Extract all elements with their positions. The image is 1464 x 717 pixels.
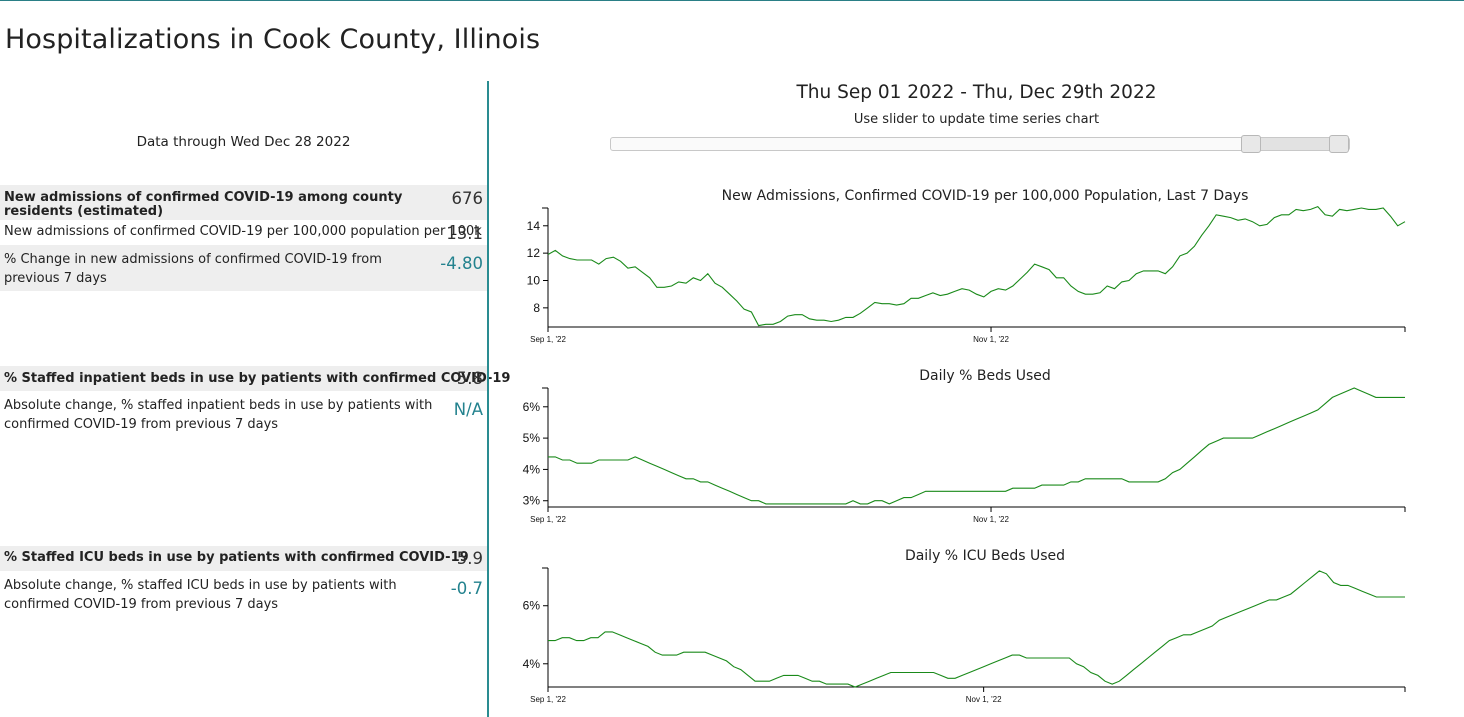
y-tick-label: 4% <box>523 657 541 671</box>
x-tick-label: Nov 1, '22 <box>966 695 1002 704</box>
y-tick-label: 10 <box>527 273 541 287</box>
metric-admissions-change-value: -4.80 <box>440 254 483 273</box>
metric-admissions-change-row: % Change in new admissions of confirmed … <box>0 245 487 291</box>
slider-end-handle[interactable] <box>1329 135 1349 153</box>
metric-admissions-per100k-value: 13.1 <box>446 224 483 243</box>
slider-hint: Use slider to update time series chart <box>853 112 1100 127</box>
y-tick-label: 4% <box>523 462 541 476</box>
x-tick-label: Sep 1, '22 <box>530 695 566 704</box>
chart-beds-title: Daily % Beds Used <box>919 368 1051 384</box>
chart-icu: 4% 6% Sep 1, '22 Nov 1, '22 <box>523 567 1406 704</box>
date-range-slider[interactable] <box>610 135 1350 153</box>
series-line <box>548 387 1405 505</box>
series-line <box>547 205 1406 327</box>
y-tick-label: 8 <box>533 301 540 315</box>
metric-icu-value: 5.9 <box>456 549 483 568</box>
metric-admissions-row: New admissions of confirmed COVID-19 amo… <box>0 185 487 220</box>
metric-inpatient-change-label: Absolute change, % staffed inpatient bed… <box>4 398 433 432</box>
metric-icu-change-label: Absolute change, % staffed ICU beds in u… <box>4 578 397 612</box>
x-tick-label: Nov 1, '22 <box>973 335 1009 344</box>
x-tick-label: Sep 1, '22 <box>530 515 566 524</box>
series-line <box>548 570 1405 688</box>
y-tick-label: 5% <box>523 431 541 445</box>
metric-inpatient-change-value: N/A <box>453 400 483 419</box>
chart-beds: 3% 4% 5% 6% Sep 1, '22 Nov 1, '22 <box>523 387 1406 524</box>
metric-inpatient-label: % Staffed inpatient beds in use by patie… <box>4 371 511 386</box>
slider-start-handle[interactable] <box>1241 135 1262 153</box>
chart-icu-title: Daily % ICU Beds Used <box>904 548 1066 564</box>
top-rule <box>0 0 1464 1</box>
metric-admissions-label: New admissions of confirmed COVID-19 amo… <box>4 190 403 219</box>
metric-admissions-per100k-row: New admissions of confirmed COVID-19 per… <box>0 220 487 245</box>
y-tick-label: 12 <box>527 246 541 260</box>
y-tick-label: 6% <box>523 400 541 414</box>
metric-icu-row: % Staffed ICU beds in use by patients wi… <box>0 546 487 571</box>
metric-admissions-value: 676 <box>451 189 484 208</box>
y-tick-label: 14 <box>527 219 541 233</box>
page-title: Hospitalizations in Cook County, Illinoi… <box>5 24 541 55</box>
chart-admissions: 8 10 12 14 Sep 1, '22 Nov 1, '22 <box>527 205 1406 344</box>
y-tick-label: 6% <box>523 599 541 613</box>
metric-inpatient-change-row: Absolute change, % staffed inpatient bed… <box>0 391 487 437</box>
x-tick-label: Sep 1, '22 <box>530 335 566 344</box>
panel-divider <box>487 81 489 717</box>
metric-admissions-change-label: % Change in new admissions of confirmed … <box>4 252 382 286</box>
date-range-label: Thu Sep 01 2022 - Thu, Dec 29th 2022 <box>796 82 1157 103</box>
metric-inpatient-value: 5.8 <box>456 369 483 388</box>
chart-admissions-title: New Admissions, Confirmed COVID-19 per 1… <box>721 188 1249 204</box>
metric-icu-label: % Staffed ICU beds in use by patients wi… <box>4 550 469 565</box>
slider-selected-range <box>1251 138 1339 150</box>
x-tick-label: Nov 1, '22 <box>973 515 1009 524</box>
metric-icu-change-value: -0.7 <box>450 579 483 598</box>
metric-inpatient-row: % Staffed inpatient beds in use by patie… <box>0 366 511 391</box>
metric-icu-change-row: Absolute change, % staffed ICU beds in u… <box>0 571 487 617</box>
y-tick-label: 3% <box>523 494 541 508</box>
metric-admissions-per100k-label: New admissions of confirmed COVID-19 per… <box>4 224 482 239</box>
data-through-label: Data through Wed Dec 28 2022 <box>136 134 351 150</box>
